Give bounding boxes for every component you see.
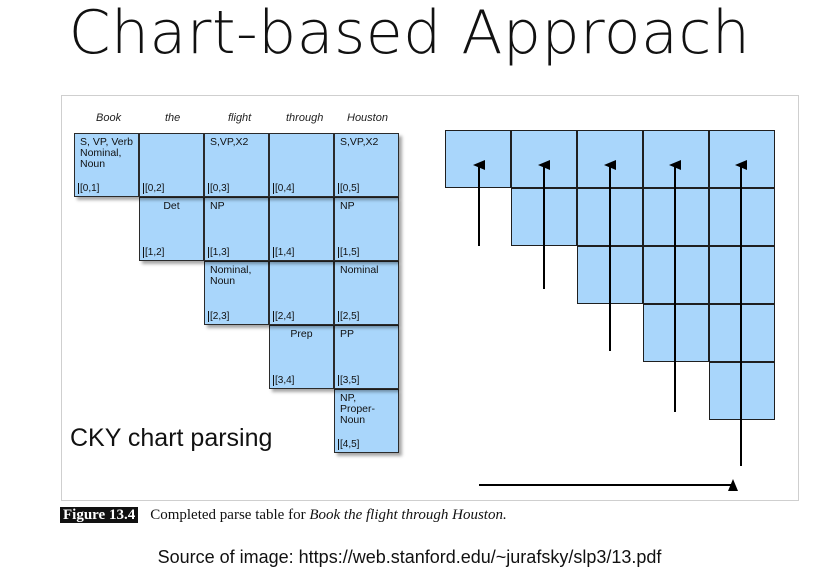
figure-caption-text: Completed parse table for — [150, 507, 310, 523]
chart-cell-0-1: S, VP, Verb Nominal, Noun [0,1] — [74, 133, 139, 197]
grid-cell — [511, 130, 577, 188]
chart-cell-1-4: [1,4] — [269, 197, 334, 261]
cell-constituents: NP — [210, 200, 225, 212]
chart-cell-1-2: Det [1,2] — [139, 197, 204, 261]
chart-cell-0-3: S,VP,X2 [0,3] — [204, 133, 269, 197]
grid-cell — [709, 188, 775, 246]
grid-cell — [643, 246, 709, 304]
cell-constituents: Det — [163, 200, 180, 212]
chart-cell-0-2: [0,2] — [139, 133, 204, 197]
chart-cell-3-4: Prep [3,4] — [269, 325, 334, 389]
chart-cell-2-4: [2,4] — [269, 261, 334, 325]
grid-cell — [643, 130, 709, 188]
grid-cell — [643, 188, 709, 246]
grid-cell — [709, 304, 775, 362]
cky-chart-parsing-label: CKY chart parsing — [67, 424, 276, 453]
figure-caption: Figure 13.4 Completed parse table for Boo… — [60, 507, 507, 524]
chart-cell-2-5: Nominal [2,5] — [334, 261, 399, 325]
cell-constituents: S,VP,X2 — [210, 136, 249, 148]
chart-cell-1-5: NP [1,5] — [334, 197, 399, 261]
word-2: flight — [228, 112, 252, 124]
grid-cell — [709, 130, 775, 188]
grid-cell — [709, 246, 775, 304]
cell-span-index: [4,5] — [338, 439, 360, 450]
cell-span-index: [0,5] — [338, 183, 360, 194]
cell-span-index: [2,4] — [273, 311, 295, 322]
word-4: Houston — [347, 112, 388, 124]
cell-span-index: [2,3] — [208, 311, 230, 322]
cell-span-index: [3,5] — [338, 375, 360, 386]
cell-span-index: [1,2] — [143, 247, 165, 258]
cell-constituents: Nominal, Noun — [210, 264, 252, 287]
cell-constituents: PP — [340, 328, 355, 340]
chart-cell-4-5: NP, Proper- Noun [4,5] — [334, 389, 399, 453]
figure-caption-sentence: Book the flight through Houston. — [309, 507, 507, 523]
grid-cell — [643, 304, 709, 362]
cell-constituents: NP — [340, 200, 355, 212]
grid-cell — [577, 188, 643, 246]
slide-title: Chart-based Approach — [68, 0, 751, 68]
cell-span-index: [0,3] — [208, 183, 230, 194]
chart-cell-3-5: PP [3,5] — [334, 325, 399, 389]
cell-constituents: Nominal — [340, 264, 379, 276]
cell-span-index: [1,3] — [208, 247, 230, 258]
cell-constituents: S,VP,X2 — [340, 136, 379, 148]
figure-number: Figure 13.4 — [60, 507, 139, 523]
cell-span-index: [0,4] — [273, 183, 295, 194]
grid-cell — [577, 246, 643, 304]
image-source-citation: Source of image: https://web.stanford.ed… — [157, 547, 662, 567]
grid-cell — [709, 362, 775, 420]
cell-span-index: [0,2] — [143, 183, 165, 194]
grid-cell — [577, 130, 643, 188]
cell-span-index: [1,5] — [338, 247, 360, 258]
cell-constituents: NP, Proper- Noun — [340, 392, 376, 426]
chart-cell-2-3: Nominal, Noun [2,3] — [204, 261, 269, 325]
chart-cell-0-5: S,VP,X2 [0,5] — [334, 133, 399, 197]
cell-span-index: [3,4] — [273, 375, 295, 386]
word-3: through — [286, 112, 324, 124]
word-0: Book — [96, 112, 122, 124]
cell-span-index: [2,5] — [338, 311, 360, 322]
cell-constituents: S, VP, Verb Nominal, Noun — [80, 136, 133, 170]
word-1: the — [165, 112, 181, 124]
cell-span-index: [1,4] — [273, 247, 295, 258]
grid-cell — [445, 130, 511, 188]
grid-cell — [511, 188, 577, 246]
chart-cell-0-4: [0,4] — [269, 133, 334, 197]
cell-constituents: Prep — [290, 328, 313, 340]
chart-cell-1-3: NP [1,3] — [204, 197, 269, 261]
cell-span-index: [0,1] — [78, 183, 100, 194]
